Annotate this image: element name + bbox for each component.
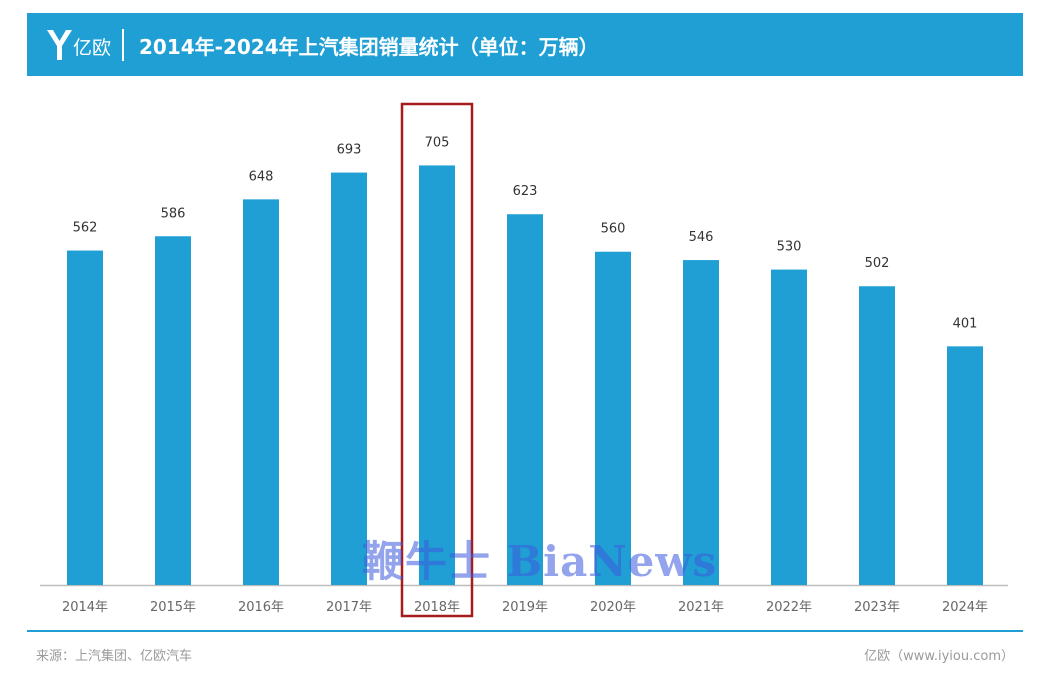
highlight-box — [400, 102, 474, 618]
x-tick-label: 2019年 — [502, 600, 548, 615]
data-label: 562 — [73, 221, 98, 236]
x-tick-label: 2024年 — [942, 600, 988, 615]
x-tick-label: 2018年 — [414, 600, 460, 615]
bar-2018年 — [419, 165, 455, 585]
bar-2024年 — [947, 346, 983, 585]
yiou-logo-icon — [47, 30, 72, 60]
x-tick-label: 2017年 — [326, 600, 372, 615]
bar-2021年 — [683, 260, 719, 585]
data-label: 560 — [601, 222, 626, 237]
x-tick-label: 2020年 — [590, 600, 636, 615]
x-tick-label: 2015年 — [150, 600, 196, 615]
bar-2016年 — [243, 199, 279, 586]
data-label: 623 — [513, 184, 538, 199]
data-label: 401 — [953, 316, 978, 331]
x-tick-label: 2014年 — [62, 600, 108, 615]
logo-text: 亿欧 — [73, 37, 112, 59]
chart-title: 2014年-2024年上汽集团销量统计（单位：万辆） — [139, 35, 599, 59]
data-label: 648 — [249, 169, 274, 184]
data-label: 546 — [689, 230, 714, 245]
bar-2023年 — [859, 286, 895, 585]
bar-2017年 — [331, 172, 367, 585]
x-tick-label: 2016年 — [238, 600, 284, 615]
bar-2020年 — [595, 251, 631, 586]
x-tick-label: 2021年 — [678, 600, 724, 615]
data-label: 586 — [161, 206, 186, 221]
bar-2015年 — [155, 236, 191, 585]
bar-2019年 — [507, 214, 543, 586]
x-tick-label: 2023年 — [854, 600, 900, 615]
data-label: 530 — [777, 240, 802, 255]
footer-divider — [27, 630, 1023, 632]
header-divider — [122, 29, 124, 61]
x-tick-label: 2022年 — [766, 600, 812, 615]
site-credit: 亿欧（www.iyiou.com） — [864, 649, 1014, 664]
bar-2022年 — [771, 269, 807, 585]
data-label: 705 — [425, 135, 450, 150]
source-text: 来源：上汽集团、亿欧汽车 — [36, 649, 193, 664]
watermark: 鞭牛士 BiaNews — [362, 537, 718, 586]
data-label: 693 — [337, 143, 362, 158]
header-banner: 亿欧 2014年-2024年上汽集团销量统计（单位：万辆） — [27, 13, 1023, 76]
bar-2014年 — [67, 250, 103, 586]
data-label: 502 — [865, 256, 890, 271]
